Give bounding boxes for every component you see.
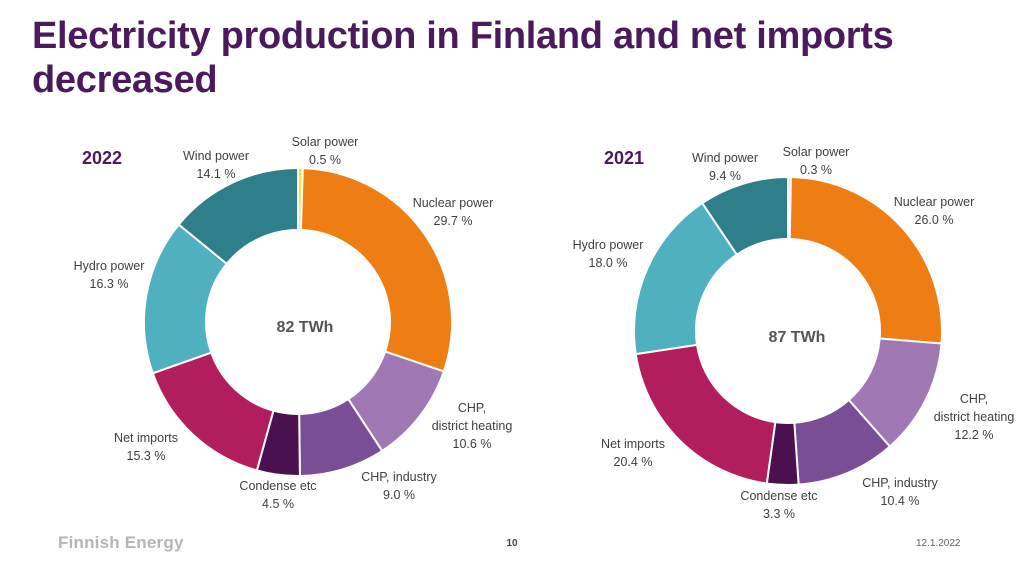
center-total-2022: 82 TWh [277, 319, 334, 336]
label-name-2021-wind-power: Wind power [692, 151, 758, 165]
label-value-2022-chp-district-heating: 10.6 % [453, 437, 492, 451]
finnish-energy-logo: Finnish Energy [58, 533, 184, 552]
footer-date: 12.1.2022 [916, 538, 961, 549]
slice-2022-nuclear-power [299, 167, 453, 373]
slice-2021-nuclear-power [788, 176, 943, 345]
label-name-2022-solar-power: Solar power [292, 135, 359, 149]
label-name-2021-chp-district-heating: CHP, district heating [934, 392, 1015, 424]
slice-2022-wind-power [177, 166, 299, 266]
label-name-2021-hydro-power: Hydro power [573, 238, 644, 252]
label-value-2021-net-imports: 20.4 % [614, 455, 653, 469]
label-name-2022-nuclear-power: Nuclear power [413, 196, 494, 210]
label-value-2021-hydro-power: 18.0 % [589, 256, 628, 270]
label-name-2022-hydro-power: Hydro power [74, 259, 145, 273]
label-value-2022-solar-power: 0.5 % [309, 153, 341, 167]
label-value-2021-condense-etc: 3.3 % [763, 507, 795, 521]
center-total-2021: 87 TWh [769, 329, 826, 346]
label-name-2021-solar-power: Solar power [783, 145, 850, 159]
label-value-2022-chp-industry: 9.0 % [383, 488, 415, 502]
page-title: Electricity production in Finland and ne… [32, 15, 894, 101]
label-name-2022-chp-industry: CHP, industry [361, 470, 437, 484]
label-value-2021-chp-industry: 10.4 % [881, 494, 920, 508]
label-name-2021-condense-etc: Condense etc [740, 489, 817, 503]
label-value-2022-wind-power: 14.1 % [197, 167, 236, 181]
label-name-2022-wind-power: Wind power [183, 149, 249, 163]
slice-2021-net-imports [634, 343, 777, 485]
slice-2021-wind-power [700, 175, 789, 256]
label-name-2022-condense-etc: Condense etc [239, 479, 316, 493]
label-name-2022-chp-district-heating: CHP, district heating [432, 401, 513, 433]
label-value-2022-hydro-power: 16.3 % [90, 277, 129, 291]
label-name-2022-net-imports: Net imports [114, 431, 178, 445]
label-value-2022-condense-etc: 4.5 % [262, 497, 294, 511]
label-value-2021-chp-district-heating: 12.2 % [955, 428, 994, 442]
page-number: 10 [506, 538, 518, 549]
label-value-2022-nuclear-power: 29.7 % [434, 214, 473, 228]
year-label-2022: 2022 [82, 148, 122, 168]
label-value-2021-wind-power: 9.4 % [709, 169, 741, 183]
label-value-2022-net-imports: 15.3 % [127, 449, 166, 463]
label-name-2021-net-imports: Net imports [601, 437, 665, 451]
label-value-2021-nuclear-power: 26.0 % [915, 213, 954, 227]
label-name-2021-nuclear-power: Nuclear power [894, 195, 975, 209]
label-name-2021-chp-industry: CHP, industry [862, 476, 938, 490]
year-label-2021: 2021 [604, 148, 644, 168]
slice-2022-net-imports [151, 351, 275, 472]
label-value-2021-solar-power: 0.3 % [800, 163, 832, 177]
